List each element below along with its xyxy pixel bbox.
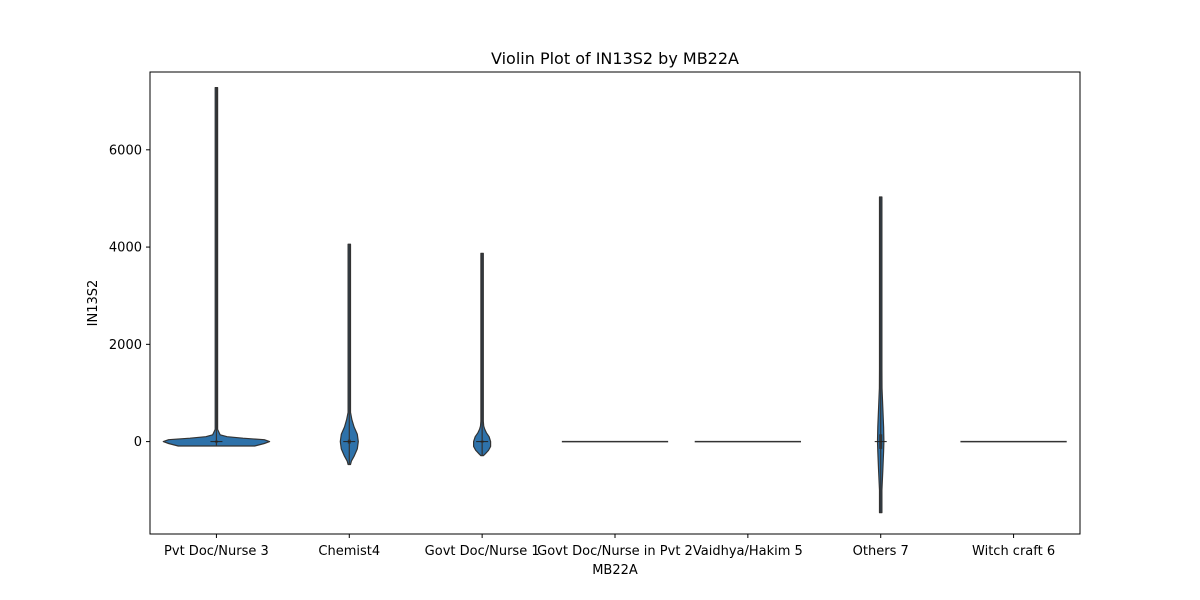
x-axis: Pvt Doc/Nurse 3 Chemist4 Govt Doc/Nurse 1G… — [164, 534, 1055, 559]
y-tick-label: 0 — [134, 435, 142, 450]
x-tick-label: Govt Doc/Nurse in Pvt 2 — [537, 544, 693, 559]
y-tick-label: 4000 — [109, 241, 142, 256]
x-tick-label: Chemist4 — [318, 544, 380, 559]
y-axis: 0 2000 4000 6000 — [109, 143, 150, 450]
violin-layer — [162, 87, 1067, 514]
chart-title: Violin Plot of IN13S2 by MB22A — [491, 49, 739, 68]
x-tick-label: Vaidhya/Hakim 5 — [693, 544, 803, 559]
y-tick-label: 6000 — [109, 143, 142, 158]
x-tick-label: Govt Doc/Nurse 1 — [425, 544, 540, 559]
x-tick-label: Pvt Doc/Nurse 3 — [164, 544, 269, 559]
y-axis-label: IN13S2 — [86, 280, 101, 327]
x-tick-label: Witch craft 6 — [972, 544, 1055, 559]
x-axis-label: MB22A — [592, 563, 638, 578]
y-tick-label: 2000 — [109, 338, 142, 353]
x-tick-label: Others 7 — [853, 544, 909, 559]
plot-frame — [149, 71, 1081, 535]
